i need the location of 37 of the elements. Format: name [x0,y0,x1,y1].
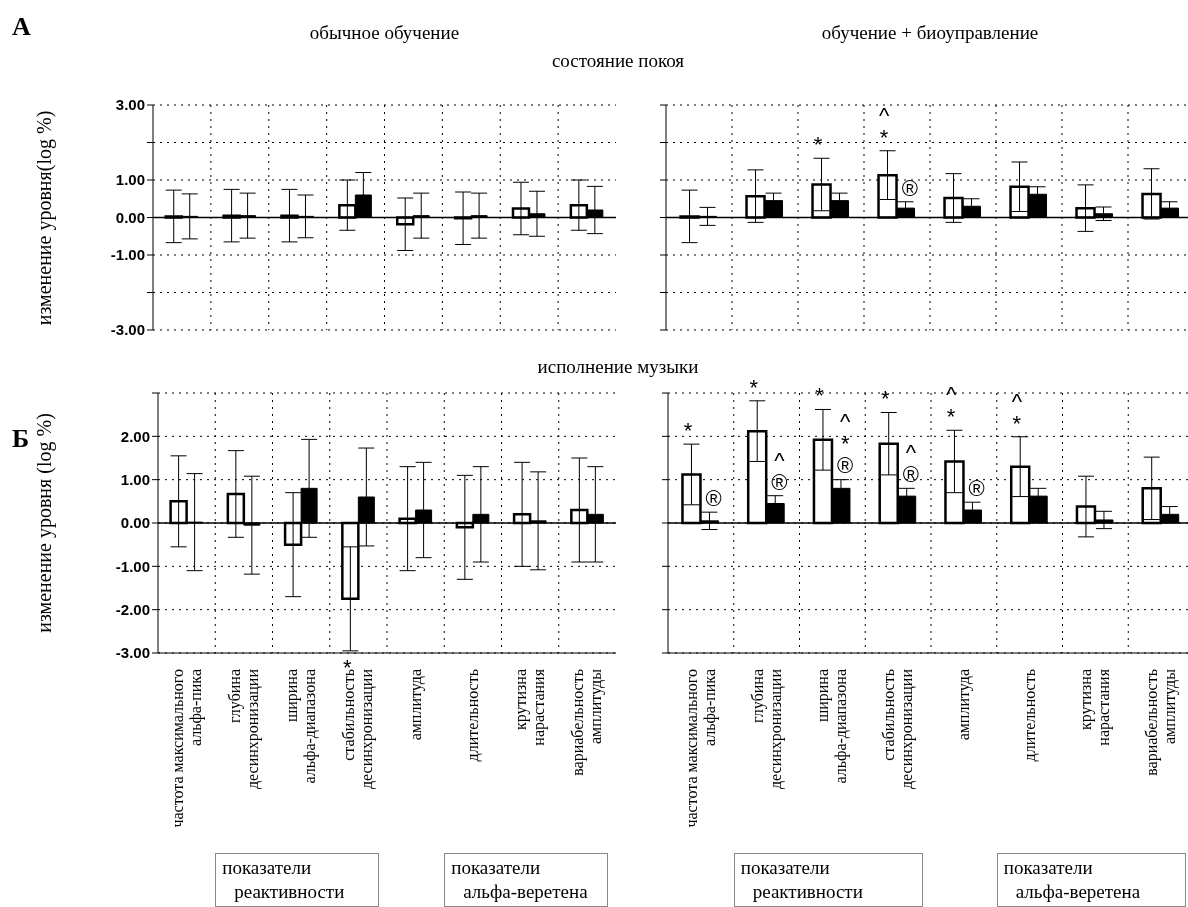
chart-title: обучение + биоуправление [820,22,1040,44]
text: показатели альфа-веретена [451,856,589,904]
text: A [12,12,31,42]
y-axis-title: изменение уровня (log %) [32,413,56,633]
y-axis-title: изменение уровня(log %) [32,110,56,325]
y-tick-label: -3.00 [115,644,150,662]
y-tick-label: 1.00 [120,470,150,488]
annotation: ® [901,175,918,201]
y-tick-label: 3.00 [115,96,145,114]
y-tick-label: 0.00 [120,514,150,532]
x-tick-label: частота максимального альфа-пика [168,669,205,828]
chart-subtitle: состояние покоя [550,50,686,72]
text: показатели реактивности [222,856,346,904]
annotation: ® [705,485,722,511]
x-tick-label: амплитуда [406,669,425,741]
chart-title: обычное обучение [308,22,461,44]
y-tick-label: -1.00 [110,246,145,264]
y-tick-label: 0.00 [115,208,145,226]
x-tick-label: длительность [463,669,482,762]
annotation: * [749,374,759,400]
y-tick-label: -2.00 [115,600,150,618]
y-tick-label: -1.00 [115,557,150,575]
x-tick-label: амплитуда [954,669,973,741]
annotation: * [881,386,891,412]
chart-subtitle: исполнение музыки [537,356,699,377]
x-tick-label: длительность [1020,669,1039,762]
text: Б [12,424,30,454]
text: показатели альфа-веретена [1003,856,1142,904]
x-tick-label: частота максимального альфа-пика [682,669,719,828]
annotation: ® [968,476,985,502]
y-tick-label: -3.00 [110,321,145,339]
annotation: * [683,417,693,443]
y-tick-label: 1.00 [115,171,145,189]
annotation: * [815,383,825,409]
annotation: * [813,132,823,158]
y-tick-label: 2.00 [120,427,150,445]
text: показатели реактивности [740,856,864,904]
